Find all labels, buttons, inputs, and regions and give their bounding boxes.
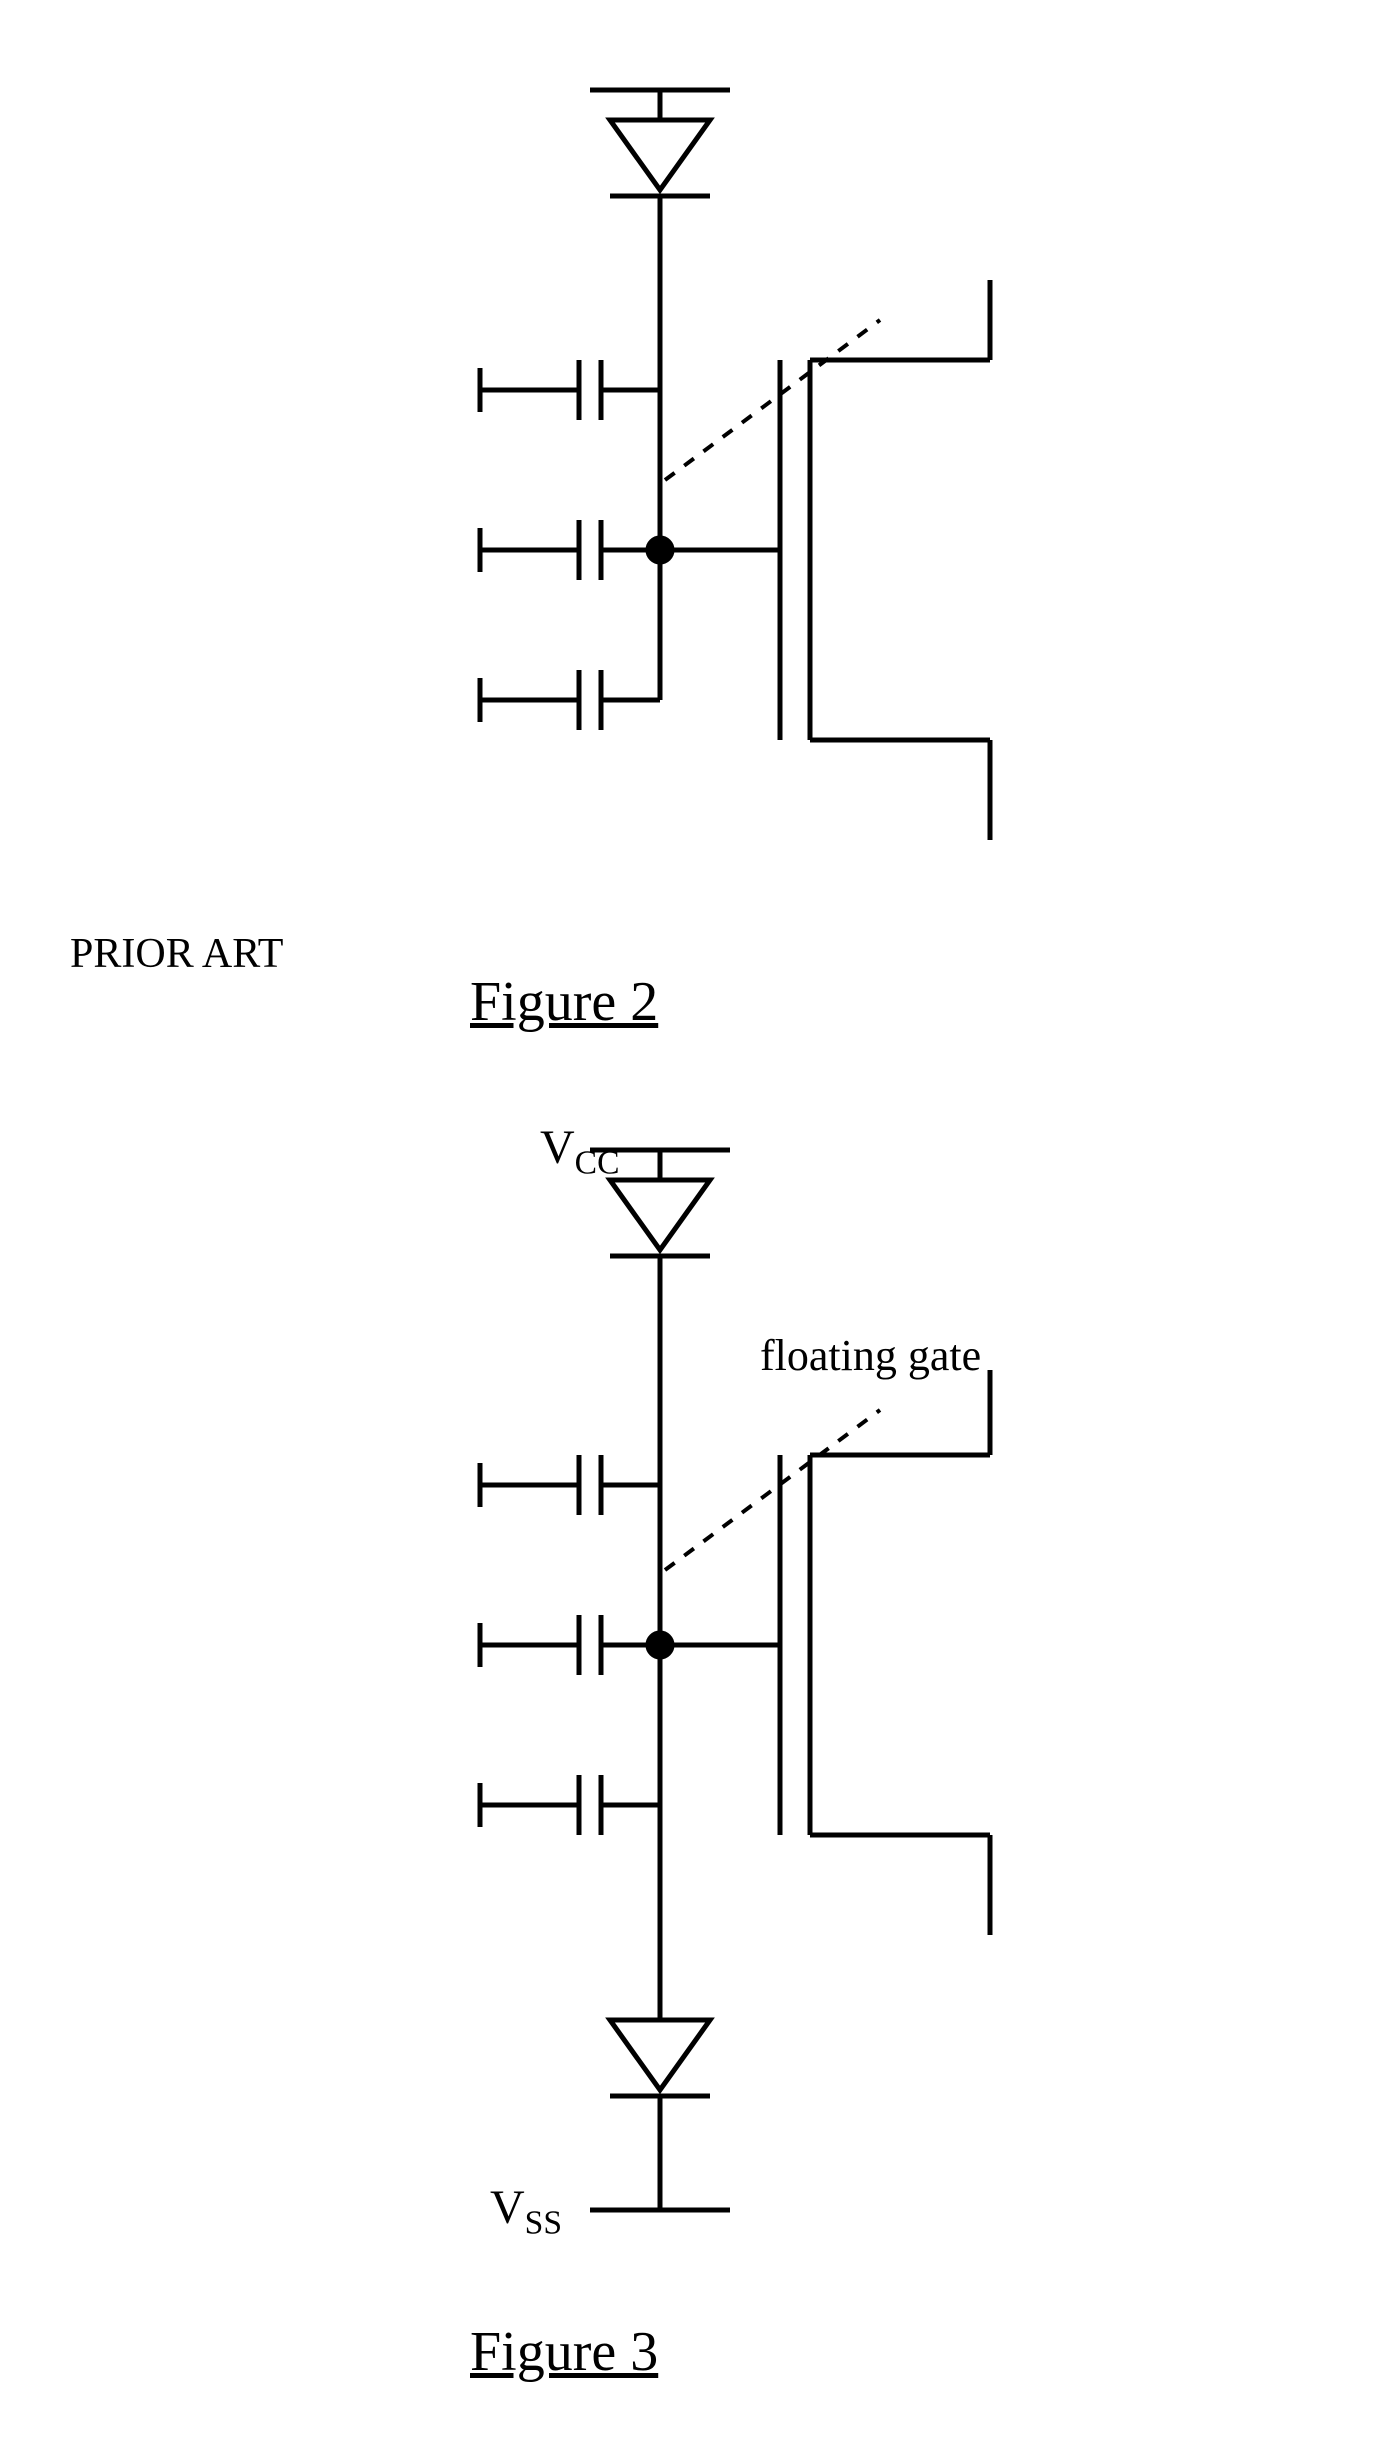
page: PRIOR ART Figure 2 VCC VSS floating gate… [0,0,1381,2450]
floating-gate-label: floating gate [760,1330,981,1381]
figure3-caption: Figure 3 [470,2320,658,2384]
vss-label: VSS [490,2180,562,2243]
vcc-label: VCC [540,1120,619,1183]
figure2-caption: Figure 2 [470,970,658,1034]
figure2-schematic [350,60,1070,890]
figure3-schematic [350,1120,1070,2260]
prior-art-label: PRIOR ART [70,930,283,978]
